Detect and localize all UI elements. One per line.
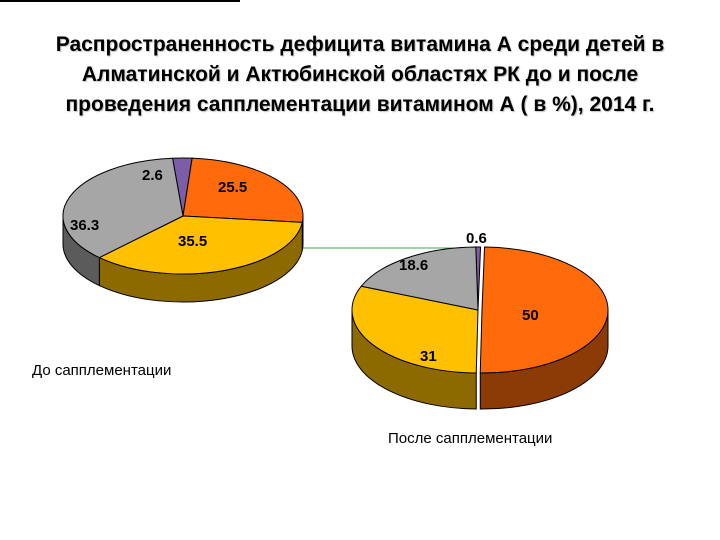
pie-slice (62, 157, 184, 259)
pie-slice-label: 31 (420, 348, 437, 365)
pie-slice-label: 18.6 (399, 257, 428, 274)
chart-title-line-3: проведения сапплементации витамином А ( … (65, 93, 655, 116)
pie-slice-label: 35.5 (178, 233, 207, 250)
chart-title-line-2: Алматинской и Актюбинской областях РК до… (81, 63, 639, 86)
pie-slice-label: 0.6 (466, 230, 487, 247)
pie-slice (479, 246, 609, 374)
pie-before: 2.6 25.5 35.5 36.3 (62, 157, 304, 303)
top-rule (0, 0, 240, 2)
caption-after: После сапплементации (388, 430, 553, 447)
pie-slice (360, 246, 479, 311)
chart-title: Распространенность дефицита витамина А с… (0, 30, 720, 120)
caption-before: До сапплементации (32, 362, 172, 379)
pie-slice (182, 157, 304, 223)
pie-slice-label: 36.3 (70, 217, 99, 234)
pie-after: 0.6 50 31 18.6 (351, 230, 609, 410)
pie-slice (98, 215, 303, 275)
pie-slice (351, 285, 479, 374)
pie-slice-label: 2.6 (142, 167, 163, 184)
chart-title-line-1: Распространенность дефицита витамина А с… (55, 33, 665, 56)
pie-slice-label: 50 (522, 307, 539, 324)
pie-slice-label: 25.5 (218, 179, 247, 196)
